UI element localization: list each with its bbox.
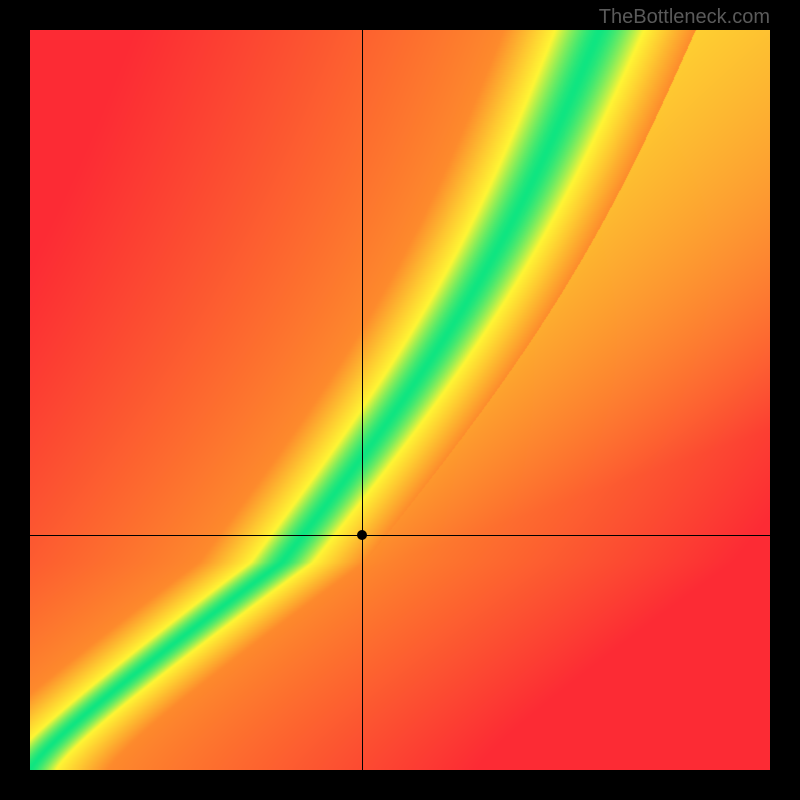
crosshair-vertical [362, 30, 363, 770]
marker-dot [357, 530, 367, 540]
crosshair-horizontal [30, 535, 770, 536]
plot-area [30, 30, 770, 770]
watermark-text: TheBottleneck.com [599, 6, 770, 29]
heatmap-canvas [30, 30, 770, 770]
chart-container: TheBottleneck.com [0, 0, 800, 800]
